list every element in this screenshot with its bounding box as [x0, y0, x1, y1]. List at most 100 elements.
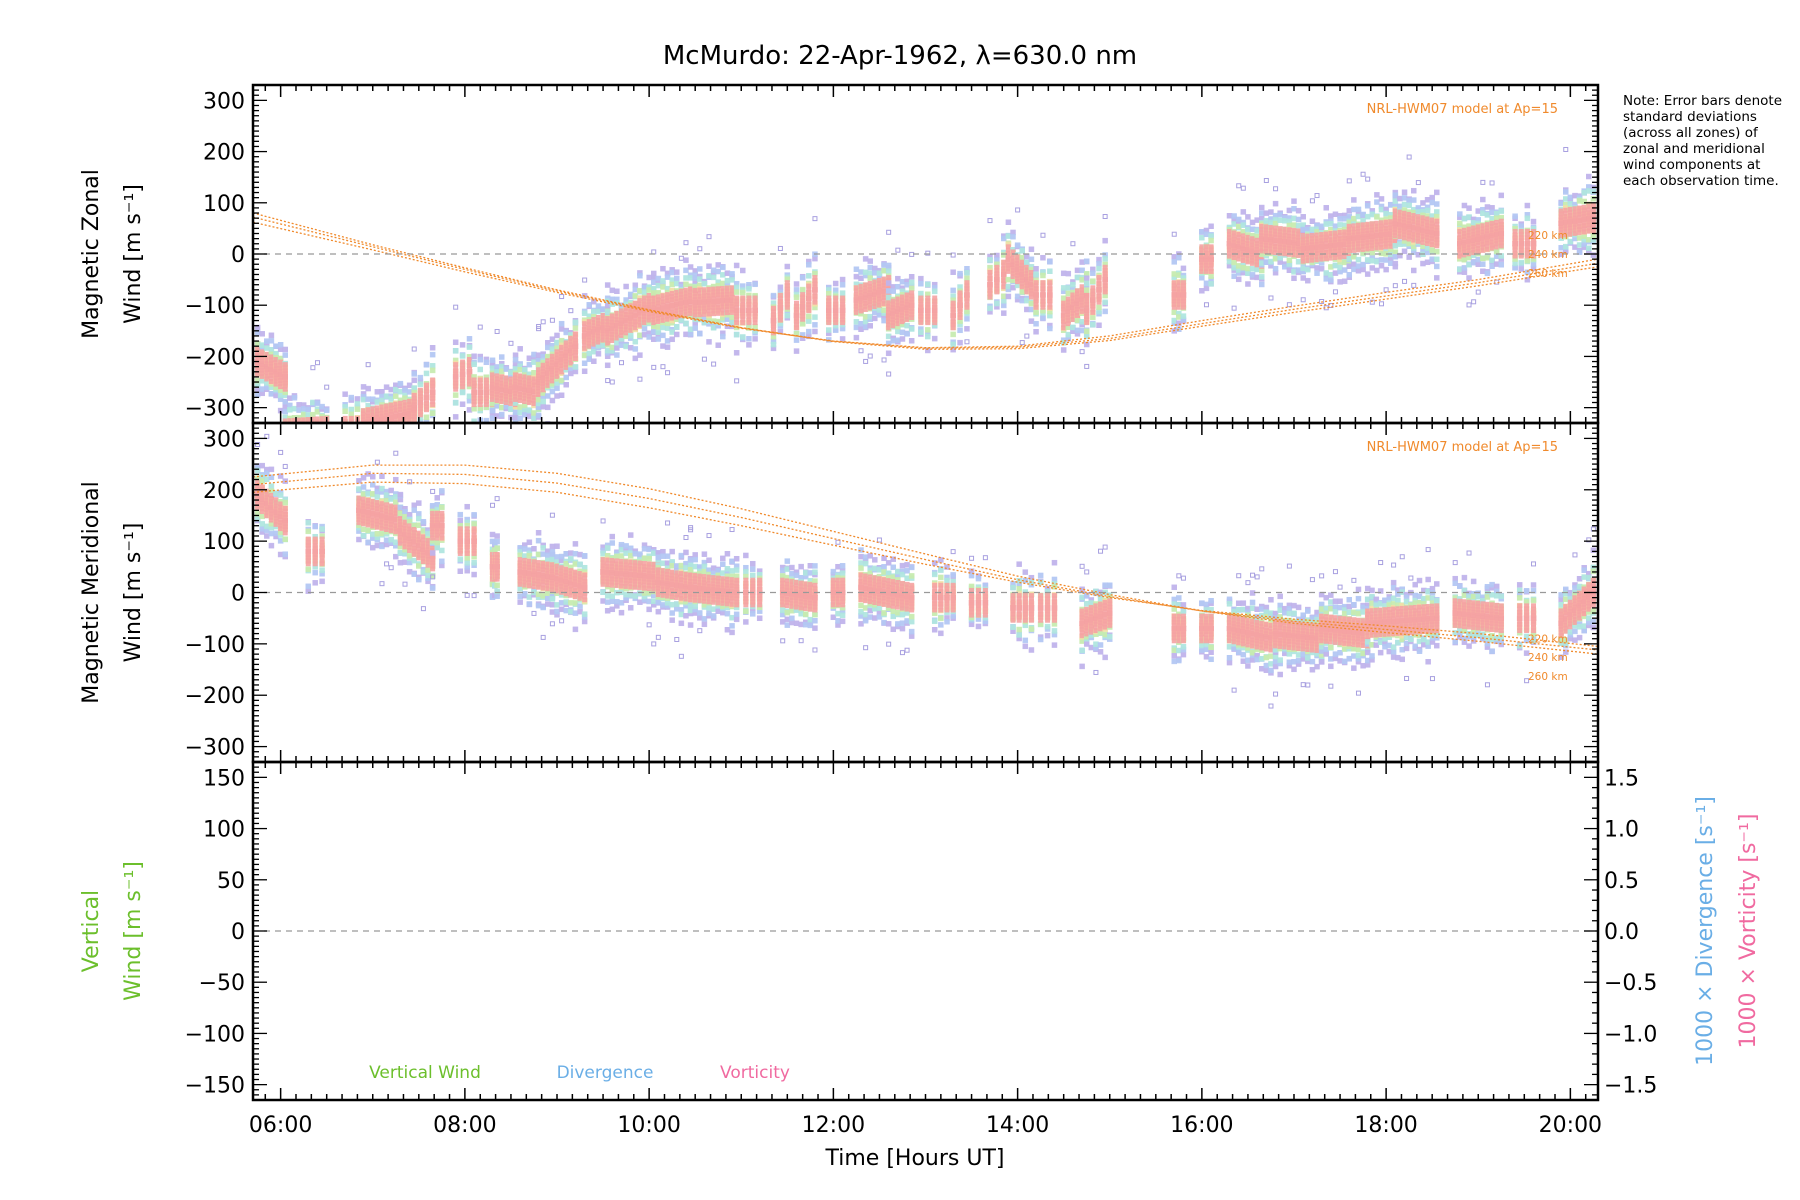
obs-point: [1273, 247, 1279, 253]
obs-point: [632, 346, 639, 352]
obs-point: [752, 307, 758, 313]
obs-point: [595, 327, 601, 333]
obs-point: [1282, 217, 1288, 224]
obs-point: [498, 404, 505, 411]
obs-point: [806, 283, 812, 289]
obs-point: [306, 429, 311, 434]
obs-point: [794, 316, 800, 322]
obs-point: [581, 310, 588, 316]
obs-point: [720, 304, 726, 310]
obs-point: [508, 379, 514, 385]
obs-point: [393, 432, 398, 437]
obs-cluster: [650, 240, 698, 376]
obs-point: [724, 304, 730, 310]
obs-point: [1065, 299, 1071, 305]
obs-outlier: [1286, 302, 1292, 308]
obs-point: [1250, 260, 1256, 266]
obs-point: [423, 391, 429, 397]
obs-outlier: [314, 360, 320, 366]
obs-point: [1374, 239, 1380, 245]
obs-point: [300, 406, 307, 412]
obs-point: [1374, 242, 1380, 248]
obs-point: [1171, 309, 1177, 316]
obs-point: [867, 258, 873, 264]
obs-point: [925, 320, 931, 326]
obs-point: [623, 318, 629, 324]
obs-point: [1355, 238, 1361, 244]
obs-point: [904, 331, 910, 337]
obs-point: [1314, 244, 1320, 250]
obs-point: [664, 338, 671, 344]
obs-point: [1300, 234, 1306, 240]
obs-point: [1369, 265, 1376, 271]
obs-cluster: [793, 216, 818, 354]
obs-point: [1364, 271, 1371, 277]
obs-point: [925, 281, 931, 288]
obs-point: [734, 301, 740, 307]
obs-point: [287, 395, 293, 401]
obs-point: [384, 415, 390, 421]
obs-point: [890, 301, 896, 307]
obs-point: [1090, 294, 1096, 300]
obs-point: [522, 395, 528, 401]
obs-point: [826, 327, 832, 333]
obs-point: [890, 338, 897, 344]
obs-point: [407, 438, 412, 443]
obs-point: [1245, 256, 1251, 262]
obs-point: [697, 276, 703, 282]
obs-point: [899, 329, 906, 336]
obs-point: [1028, 291, 1034, 297]
obs-point: [1102, 270, 1108, 276]
obs-point: [637, 316, 643, 322]
obs-point: [1309, 242, 1315, 248]
obs-point: [466, 378, 472, 384]
obs-point: [925, 313, 931, 319]
obs-point: [614, 352, 620, 358]
obs-point: [1015, 276, 1021, 282]
obs-point: [872, 285, 878, 291]
obs-point: [264, 358, 270, 364]
obs-point: [572, 340, 578, 346]
obs-point: [770, 308, 776, 314]
obs-point: [876, 302, 882, 308]
obs-point: [315, 438, 320, 443]
obs-point: [581, 360, 588, 367]
obs-point: [370, 396, 376, 402]
obs-point: [701, 308, 707, 314]
obs-point: [591, 332, 597, 338]
obs-point: [490, 372, 496, 378]
obs-point: [1240, 236, 1246, 242]
obs-point: [306, 426, 311, 431]
obs-point: [366, 438, 371, 443]
obs-point: [1323, 276, 1329, 282]
obs-point: [320, 428, 325, 433]
obs-point: [1296, 249, 1302, 255]
obs-point: [886, 312, 892, 318]
obs-point: [1337, 236, 1343, 242]
obs-point: [1235, 223, 1242, 230]
obs-point: [490, 393, 496, 399]
obs-point: [423, 404, 429, 410]
obs-point: [277, 341, 284, 348]
obs-point: [1360, 228, 1366, 234]
obs-point: [1383, 232, 1389, 238]
obs-point: [343, 428, 348, 433]
obs-point: [628, 321, 634, 327]
obs-point: [1328, 213, 1334, 219]
obs-point: [591, 323, 597, 329]
obs-point: [319, 416, 325, 422]
obs-point: [1342, 229, 1348, 235]
obs-point: [994, 289, 1000, 295]
obs-outlier: [1360, 171, 1366, 177]
obs-point: [483, 383, 489, 389]
obs-point: [1060, 295, 1067, 301]
obs-point: [403, 435, 408, 440]
obs-point: [1305, 252, 1311, 258]
obs-point: [1319, 256, 1325, 262]
obs-point: [692, 312, 698, 318]
obs-point: [1402, 229, 1408, 235]
obs-point: [881, 282, 887, 288]
obs-outlier: [1415, 180, 1421, 186]
obs-point: [517, 367, 523, 373]
obs-point: [315, 429, 320, 434]
